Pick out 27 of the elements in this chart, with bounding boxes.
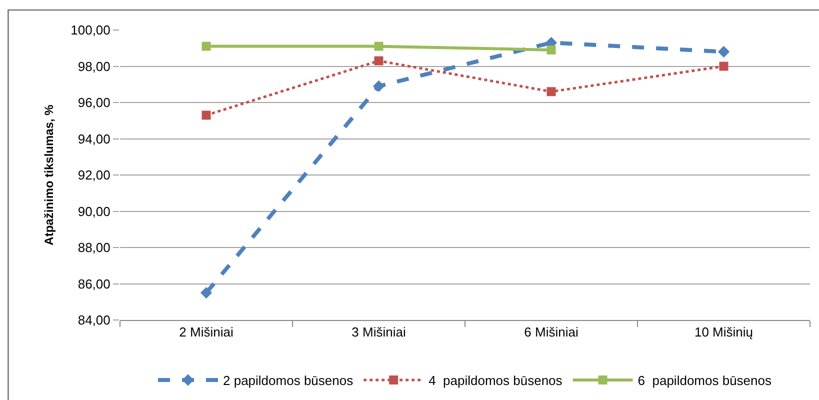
point [200, 286, 212, 299]
y-tick-label: 94,00 [78, 131, 110, 146]
point [372, 80, 385, 92]
y-tick-label: 88,00 [78, 240, 110, 256]
x-tick-label: 6 Mišiniai [524, 324, 578, 340]
y-tick-label: 92,00 [78, 168, 110, 183]
y-tick-label: 86,00 [78, 276, 110, 292]
x-tick-label: 2 Mišiniai [179, 324, 234, 340]
point [719, 62, 728, 71]
y-tick-label: 96,00 [78, 95, 110, 110]
y-axis-title: Atpažinimo tikslumas, % [42, 104, 56, 246]
point [202, 110, 211, 120]
legend-label: 6 papildomos būsenos [638, 373, 772, 388]
y-tick-label: 84,00 [78, 312, 110, 328]
point [718, 46, 730, 58]
x-tick-label: 3 Mišiniai [352, 324, 406, 340]
y-tick-label: 98,00 [78, 58, 110, 74]
y-tick-label: 90,00 [78, 204, 110, 219]
point [374, 56, 384, 66]
point [546, 45, 556, 54]
point [546, 87, 556, 96]
x-tick-label: 10 Mišinių [694, 324, 754, 340]
legend-label: 4 papildomos būsenos [428, 373, 563, 388]
point [374, 42, 384, 51]
point [202, 42, 211, 51]
legend-label: 2 papildomos būsenos [223, 373, 354, 388]
y-tick-label: 100,00 [70, 22, 110, 38]
